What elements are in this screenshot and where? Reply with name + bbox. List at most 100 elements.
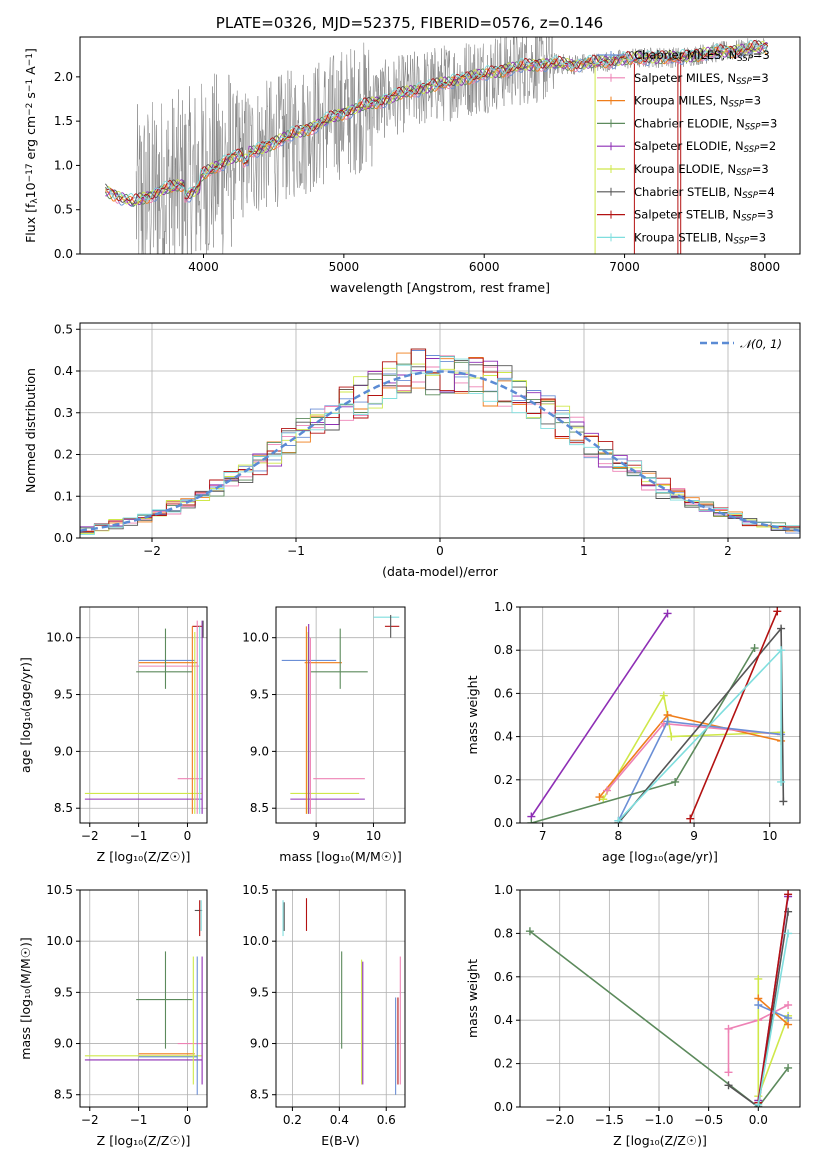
x-axis-label: (data-model)/error	[382, 564, 499, 579]
legend-text: Kroupa STELIB, N	[634, 230, 734, 244]
y-axis-label-part: erg cm	[23, 116, 38, 164]
y-tick-label: 0.4	[494, 730, 513, 744]
spectrum-plot-area	[104, 37, 769, 254]
y-axis-label-part: −1	[25, 79, 35, 92]
weight-line-chabrier-elodie	[529, 930, 789, 1107]
weight-marker-salpeter-miles	[784, 1001, 793, 1010]
legend-text: Salpeter ELODIE, N	[634, 139, 744, 153]
x-tick-label: 0	[184, 1113, 192, 1127]
y-tick-label: 0.6	[494, 970, 513, 984]
y-tick-label: 0.2	[494, 1057, 513, 1071]
y-axis-label: Normed distribution	[23, 368, 38, 493]
weight-marker-kroupa-stelib	[784, 929, 793, 938]
x-tick-label: 0	[184, 829, 192, 843]
hist-step-salpeter-stelib	[80, 348, 800, 538]
weight-marker-chabrier-elodie	[750, 644, 759, 653]
y-axis-label-part: A	[23, 66, 38, 79]
y-tick-label: 10.0	[46, 631, 73, 645]
legend-sub: SSP	[745, 123, 761, 133]
weight-marker-kroupa-stelib	[777, 646, 786, 655]
x-tick-label: 7000	[609, 260, 640, 274]
x-axis-label: Z [log₁₀(Z/Z☉)]	[613, 1133, 707, 1148]
mass-weight-vs-z-frame	[519, 889, 801, 1108]
x-tick-label: 0.0	[749, 1113, 768, 1127]
y-tick-label: 0.8	[494, 926, 513, 940]
x-tick-label: 1	[580, 544, 588, 558]
y-tick-label: 0.8	[494, 643, 513, 657]
chart-age-vs-z: −2 −1 0 8.5 9.0 9.5 10.0 Z [log₁₀(Z/Z☉)] age [lo…	[18, 606, 208, 864]
residual-hist-plot-area	[80, 323, 800, 538]
y-axis-label: mass weight	[465, 675, 480, 754]
y-axis-label: age [log₁₀(age/yr)]	[18, 657, 33, 773]
mass-weight-vs-z-plot-area	[520, 890, 800, 1107]
weight-marker-salpeter-stelib	[773, 607, 782, 616]
weight-line-salpeter-stelib	[757, 894, 789, 1103]
spectrum-frame	[79, 36, 801, 255]
legend-tail: =3	[752, 162, 769, 176]
y-tick-label: 10.5	[46, 883, 73, 897]
chart-mass-weight-vs-age: 7 8 9 10 0.0 0.2 0.4 0.6 0.8 1.0 age [log₁₀(age/yr…	[465, 600, 801, 864]
weight-marker-kroupa-elodie	[659, 691, 668, 700]
weight-line-chabrier-stelib	[728, 911, 789, 1107]
weight-marker-chabrier-stelib	[777, 624, 786, 633]
y-tick-label: 0.5	[54, 322, 73, 336]
model-line-salpeter-stelib	[104, 40, 769, 202]
mass-vs-z-plot-area	[80, 890, 207, 1107]
x-axis-label: Z [log₁₀(Z/Z☉)]	[97, 1133, 191, 1148]
x-tick-label: −2	[81, 1113, 99, 1127]
y-tick-label: 0.0	[54, 531, 73, 545]
legend-label-salpeter-stelib: Salpeter STELIB, NSSP=3	[634, 208, 774, 224]
y-tick-label: 0.3	[54, 406, 73, 420]
y-tick-label: 9.5	[250, 688, 269, 702]
hist-step-kroupa-stelib	[80, 356, 800, 538]
x-axis-label: wavelength [Angstrom, rest frame]	[330, 280, 550, 295]
legend-sub: SSP	[742, 191, 758, 201]
x-tick-label: −1.5	[595, 1113, 624, 1127]
x-tick-label: 5000	[329, 260, 360, 274]
weight-marker-salpeter-elodie	[663, 609, 672, 618]
legend-label-chabrier-miles: Chabrier MILES, NSSP=3	[634, 48, 770, 64]
y-tick-label: 0.5	[54, 203, 73, 217]
x-tick-label: −1.0	[644, 1113, 673, 1127]
y-tick-label: 9.5	[54, 985, 73, 999]
legend-text: Chabrier MILES, N	[634, 48, 737, 62]
legend-tail: =3	[744, 94, 761, 108]
age-vs-z-plot-area	[80, 607, 207, 823]
x-tick-label: −0.5	[694, 1113, 723, 1127]
legend-label-salpeter-elodie: Salpeter ELODIE, NSSP=2	[634, 139, 776, 155]
legend-text: Kroupa MILES, N	[634, 94, 729, 108]
x-tick-label: 0	[436, 544, 444, 558]
weight-marker-kroupa-elodie	[754, 974, 763, 983]
residual-hist-frame	[79, 322, 801, 539]
weight-marker-salpeter-miles	[603, 786, 612, 795]
x-tick-label: 9	[312, 829, 320, 843]
y-tick-label: 8.5	[54, 801, 73, 815]
y-tick-label: 0.0	[494, 1100, 513, 1114]
y-axis-label: mass [log₁₀(M/M☉)]	[18, 937, 33, 1059]
weight-line-chabrier-miles	[757, 1004, 789, 1019]
legend-sub: SSP	[729, 100, 745, 110]
mass-vs-z-frame	[79, 889, 208, 1108]
x-tick-label: 10	[762, 829, 777, 843]
model-line-kroupa-stelib	[105, 39, 768, 201]
legend-label-normal: 𝒩(0, 1)	[740, 337, 782, 351]
x-axis-label: mass [log₁₀(M/M☉)]	[279, 849, 401, 864]
weight-line-chabrier-elodie	[531, 647, 756, 823]
x-tick-label: 0.2	[283, 1113, 302, 1127]
age-vs-mass-plot-area	[276, 607, 405, 823]
legend-label-kroupa-stelib: Kroupa STELIB, NSSP=3	[634, 230, 766, 246]
y-tick-label: 8.5	[54, 1088, 73, 1102]
weight-marker-salpeter-miles	[724, 1024, 733, 1033]
legend-tail: =4	[758, 185, 775, 199]
y-tick-label: 8.5	[250, 801, 269, 815]
mass-vs-ebv-frame	[275, 889, 406, 1108]
legend-sub: SSP	[736, 77, 752, 87]
weight-marker-chabrier-stelib	[779, 797, 788, 806]
figure-title: PLATE=0326, MJD=52375, FIBERID=0576, z=0…	[216, 14, 603, 32]
chart-age-vs-mass: 9 10 8.5 9.0 9.5 10.0 mass [log₁₀(M/M☉)]	[242, 606, 406, 864]
y-tick-label: 10.0	[242, 934, 269, 948]
y-axis-label-part: ]	[23, 48, 38, 53]
weight-line-kroupa-elodie	[602, 693, 782, 800]
y-axis-label-part: s	[23, 92, 38, 103]
